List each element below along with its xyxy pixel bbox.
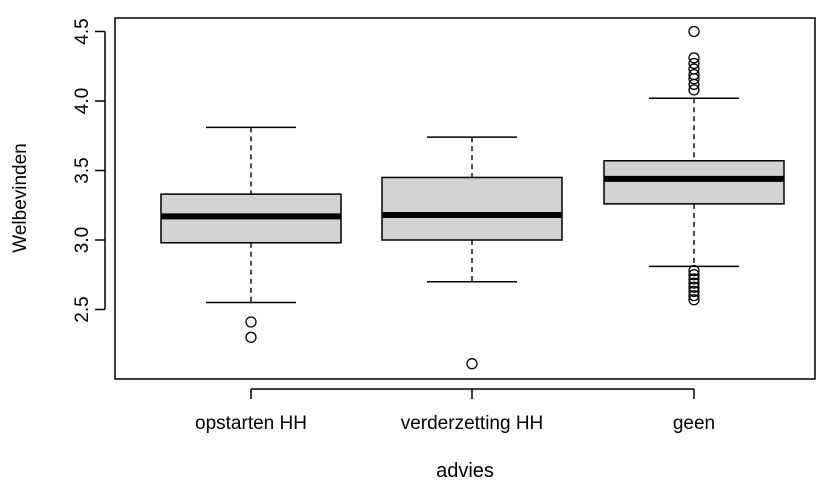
y-tick-label: 3.5 — [72, 157, 93, 183]
box — [381, 176, 563, 241]
outlier-point — [245, 331, 257, 343]
y-tick-label: 4.5 — [72, 18, 93, 44]
outlier-point — [688, 84, 700, 96]
box-group — [381, 136, 563, 370]
outlier-point — [688, 78, 700, 90]
x-tick-label: verderzetting HH — [401, 413, 544, 434]
plot-frame — [114, 17, 816, 380]
y-tick-label: 2.5 — [72, 296, 93, 322]
outlier-point — [245, 316, 257, 328]
box-group — [603, 25, 785, 306]
outlier-point — [688, 289, 700, 302]
x-axis: opstarten HH verderzetting HH geen — [195, 388, 715, 434]
y-axis: 2.5 3.0 3.5 4.0 4.5 — [72, 18, 106, 323]
boxes — [160, 25, 785, 370]
x-tick-label: geen — [673, 413, 715, 434]
outlier-point — [688, 264, 700, 277]
box-group — [160, 126, 342, 343]
outlier-point — [688, 277, 700, 289]
outlier-point — [688, 269, 700, 281]
y-axis-title: Welbevinden — [10, 143, 31, 253]
outlier-point — [688, 281, 700, 293]
box — [603, 160, 785, 205]
x-tick-label: opstarten HH — [195, 413, 307, 434]
outlier-point — [688, 73, 700, 85]
outlier-point — [688, 52, 700, 64]
x-axis-title: advies — [436, 460, 494, 482]
outlier-point — [466, 358, 478, 370]
outlier-point — [688, 273, 700, 285]
y-tick-label: 3.0 — [72, 227, 93, 253]
outlier-point — [688, 57, 700, 70]
outlier-point — [688, 285, 700, 298]
outlier-point — [688, 294, 700, 306]
y-tick-label: 4.0 — [72, 88, 93, 114]
outlier-point — [688, 25, 700, 38]
